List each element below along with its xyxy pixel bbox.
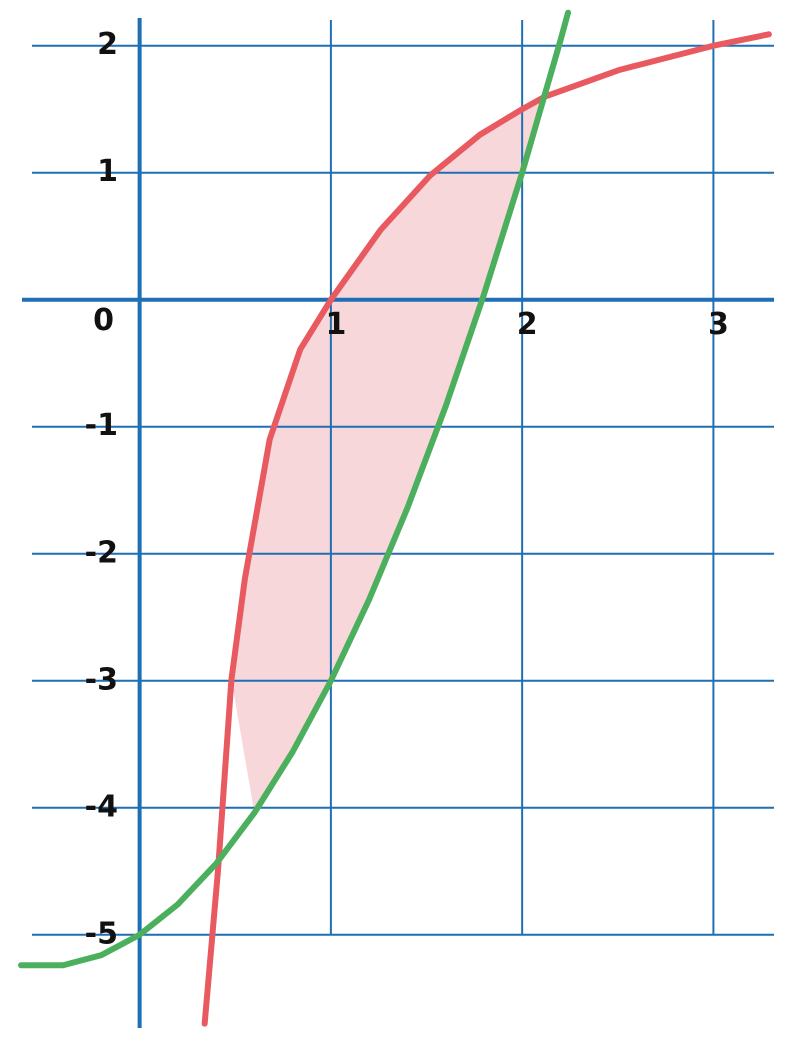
x-tick-label: 1 bbox=[325, 307, 346, 342]
curve bbox=[18, 9, 572, 969]
x-tick-label: 2 bbox=[517, 307, 538, 342]
y-tick-label: -4 bbox=[85, 789, 118, 824]
y-tick-label: -3 bbox=[85, 662, 118, 697]
curve bbox=[201, 31, 772, 1027]
y-tick-label: -1 bbox=[85, 408, 118, 443]
x-tick-label: 0 bbox=[93, 303, 114, 338]
y-tick-label: 2 bbox=[97, 27, 118, 62]
y-tick-label: -5 bbox=[85, 916, 118, 951]
shaded-region bbox=[231, 96, 546, 813]
y-tick-label: -2 bbox=[85, 535, 118, 570]
x-tick-label: 3 bbox=[708, 307, 729, 342]
y-tick-label: 1 bbox=[97, 154, 118, 189]
